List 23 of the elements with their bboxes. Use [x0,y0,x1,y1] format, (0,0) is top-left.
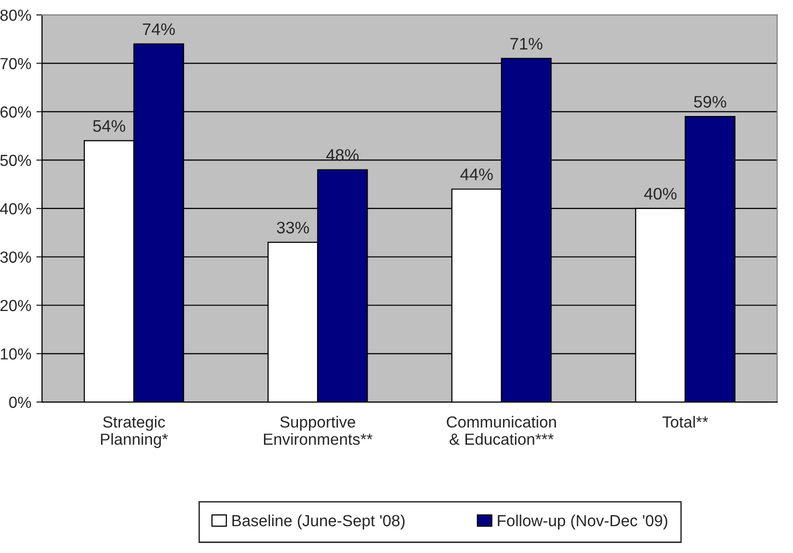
y-tick-label: 40% [0,203,32,214]
y-tick-label: 50% [0,154,32,166]
y-tick-label: 10% [0,348,32,360]
data-label: 74% [142,23,175,36]
data-label: 48% [326,149,359,161]
data-label: 33% [276,222,309,234]
x-tick-label: Strategic Planning* [101,416,168,448]
data-label: 71% [510,38,542,50]
x-tick-label: Supportive Environments** [264,416,372,445]
legend-label: Baseline (June-Sept '08) [232,514,405,530]
data-label: 40% [644,188,677,200]
legend-label: Follow-up (Nov-Dec '09) [498,514,668,530]
data-label: 44% [460,168,493,180]
y-tick-label: 70% [0,58,32,70]
y-tick-label: 0% [9,396,32,408]
x-tick-label: Total** [662,416,708,428]
y-tick-label: 20% [0,300,32,312]
x-tick-label: Communication & Education*** [446,416,556,445]
y-tick-label: 60% [0,106,32,118]
data-label: 59% [694,96,726,108]
y-tick-label: 80% [0,10,32,21]
y-tick-label: 30% [0,252,32,263]
data-label: 54% [93,120,126,132]
